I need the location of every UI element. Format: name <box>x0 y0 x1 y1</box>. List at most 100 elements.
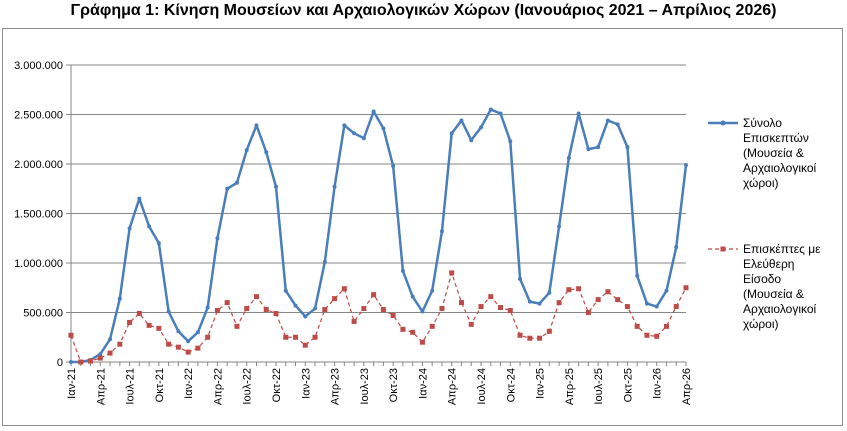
data-point-free-entry <box>175 344 181 350</box>
data-point-total <box>166 309 171 314</box>
data-point-free-entry <box>332 296 338 302</box>
data-point-total <box>137 196 142 201</box>
data-point-total <box>400 268 405 273</box>
data-point-free-entry <box>517 332 523 338</box>
x-tick-label: Οκτ-21 <box>154 368 166 402</box>
data-point-free-entry <box>293 334 299 340</box>
data-point-total <box>566 156 571 161</box>
data-point-total <box>293 303 298 308</box>
data-point-free-entry <box>498 305 504 311</box>
data-point-free-entry <box>615 297 621 303</box>
data-point-total <box>254 123 259 128</box>
data-point-free-entry <box>205 334 211 340</box>
legend-label-line: Αρχαιολογικοί <box>743 302 817 316</box>
data-point-free-entry <box>654 333 660 339</box>
data-point-free-entry <box>88 358 94 364</box>
data-point-total <box>508 139 513 144</box>
data-point-total <box>684 162 688 167</box>
data-point-total <box>264 150 269 155</box>
data-point-total <box>527 299 532 304</box>
data-point-free-entry <box>166 341 172 347</box>
gridlines <box>71 64 686 313</box>
y-tick-label: 1.000.000 <box>14 258 63 270</box>
data-point-free-entry <box>117 341 123 347</box>
x-tick-label: Οκτ-25 <box>622 368 634 402</box>
x-tick-label: Οκτ-24 <box>505 368 517 402</box>
data-point-free-entry <box>273 310 279 316</box>
data-point-free-entry <box>390 312 396 318</box>
data-point-free-entry <box>556 300 562 306</box>
data-point-total <box>449 131 454 136</box>
data-point-free-entry <box>663 323 669 329</box>
x-tick-label: Απρ-25 <box>564 368 576 405</box>
data-point-total <box>674 245 679 250</box>
legend-swatch-marker <box>720 246 726 252</box>
data-point-total <box>234 180 239 185</box>
data-point-total <box>225 186 230 191</box>
data-point-total <box>352 131 357 136</box>
x-tick-label: Οκτ-22 <box>271 368 283 402</box>
legend-label-line: (Μουσεία & <box>743 287 804 301</box>
data-point-free-entry <box>546 328 552 334</box>
x-tick-label: Ιαν-26 <box>652 368 664 399</box>
x-tick-label: Ιουλ-24 <box>476 368 488 405</box>
data-point-total <box>625 145 630 150</box>
data-point-total <box>332 184 337 189</box>
chart-frame: 0 500.000 1.000.000 1.500.000 2.000.000 2.500… <box>2 28 843 426</box>
y-tick-label: 3.000.000 <box>14 60 63 72</box>
data-point-free-entry <box>107 350 113 356</box>
data-point-free-entry <box>468 321 474 327</box>
data-point-total <box>420 309 425 314</box>
x-tick-label: Απρ-24 <box>447 368 459 405</box>
data-point-free-entry <box>537 335 543 341</box>
chart-title: Γράφημα 1: Κίνηση Μουσείων και Αρχαιολογ… <box>70 2 777 19</box>
data-point-total <box>664 288 669 293</box>
data-point-free-entry <box>68 332 74 338</box>
data-point-free-entry <box>585 310 591 315</box>
data-point-total <box>605 118 610 123</box>
data-point-total <box>459 118 464 123</box>
data-point-total <box>586 147 591 152</box>
data-point-total <box>205 305 210 310</box>
data-point-free-entry <box>127 319 133 325</box>
data-point-free-entry <box>576 286 582 292</box>
data-point-free-entry <box>429 323 435 329</box>
data-point-free-entry <box>263 307 269 313</box>
x-tick-labels: Ιαν-21 Απρ-21 Ιουλ-21 Οκτ-21 Ιαν-22 Απρ-22 Ιου… <box>66 368 693 405</box>
x-tick-label: Απρ-23 <box>330 368 342 405</box>
data-point-total <box>576 111 581 116</box>
data-point-total <box>498 111 503 116</box>
x-tick-label: Ιαν-21 <box>66 368 78 399</box>
data-point-free-entry <box>488 294 494 300</box>
x-tick-label: Ιαν-23 <box>300 368 312 399</box>
data-point-total <box>518 276 523 281</box>
data-point-free-entry <box>410 329 416 335</box>
y-tick-label: 2.500.000 <box>14 110 63 122</box>
data-point-free-entry <box>449 270 455 276</box>
data-point-total <box>615 122 620 127</box>
series-line-free-entry <box>70 272 687 363</box>
data-point-free-entry <box>673 304 679 310</box>
data-point-free-entry <box>683 285 689 291</box>
data-point-total <box>342 123 347 128</box>
data-point-free-entry <box>302 342 308 348</box>
data-point-total <box>391 163 396 168</box>
data-point-total <box>479 125 483 130</box>
data-point-total <box>439 229 444 234</box>
data-point-total <box>147 224 152 229</box>
data-point-total <box>654 304 659 309</box>
data-point-total <box>635 273 640 278</box>
data-point-free-entry <box>478 304 484 310</box>
data-point-free-entry <box>244 306 250 312</box>
data-point-free-entry <box>341 286 347 292</box>
data-point-free-entry <box>439 306 445 312</box>
data-point-free-entry <box>283 334 289 340</box>
data-point-free-entry <box>595 297 601 303</box>
legend-label-line: (Μουσεία & <box>743 146 804 160</box>
legend-label-line: χώροι) <box>743 317 779 331</box>
data-point-free-entry <box>214 308 220 314</box>
data-point-free-entry <box>419 339 425 345</box>
data-point-total <box>430 288 435 293</box>
data-point-free-entry <box>400 326 406 332</box>
data-point-free-entry <box>634 323 640 329</box>
